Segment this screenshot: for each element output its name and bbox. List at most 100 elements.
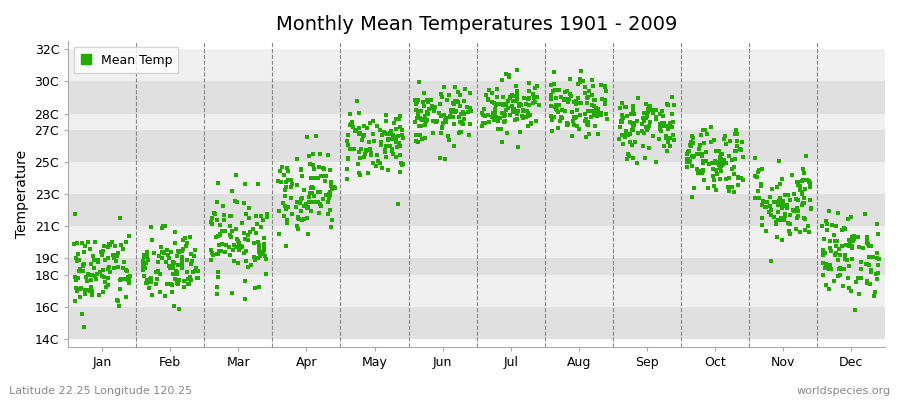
Point xyxy=(824,222,839,229)
Point xyxy=(752,166,767,173)
Point xyxy=(860,278,874,284)
Point xyxy=(324,224,338,230)
Point xyxy=(421,111,436,117)
Point xyxy=(835,227,850,234)
Point xyxy=(344,121,358,127)
Point xyxy=(154,244,168,250)
Point xyxy=(779,202,794,208)
Point xyxy=(252,284,266,290)
Point xyxy=(409,101,423,107)
Point xyxy=(684,143,698,150)
Point xyxy=(451,89,465,96)
Point xyxy=(778,210,793,217)
Bar xyxy=(68,49,885,81)
Point xyxy=(101,254,115,261)
Point xyxy=(395,161,410,168)
Point xyxy=(572,126,587,132)
Point xyxy=(182,281,196,287)
Point xyxy=(588,123,602,129)
Point xyxy=(584,114,598,120)
Point xyxy=(320,199,335,205)
Point xyxy=(434,91,448,97)
Point xyxy=(85,288,99,295)
Point xyxy=(626,142,640,148)
Point xyxy=(256,234,271,241)
Point xyxy=(478,113,492,120)
Point xyxy=(302,194,316,200)
Point xyxy=(296,187,310,194)
Point xyxy=(148,281,163,287)
Point xyxy=(576,78,590,85)
Point xyxy=(724,138,738,144)
Point xyxy=(845,242,859,249)
Point xyxy=(682,148,697,154)
Point xyxy=(691,170,706,176)
Point xyxy=(571,81,585,87)
Point xyxy=(546,80,561,87)
Point xyxy=(304,175,319,181)
Point xyxy=(522,88,536,94)
Point xyxy=(91,257,105,263)
Point xyxy=(786,207,800,214)
Point xyxy=(750,174,764,180)
Point xyxy=(704,124,718,130)
Point xyxy=(770,209,785,216)
Point xyxy=(505,102,519,109)
Point xyxy=(181,276,195,282)
Point xyxy=(788,226,803,232)
Point xyxy=(140,249,154,256)
Point xyxy=(318,177,332,184)
Point xyxy=(846,233,860,239)
Point xyxy=(823,238,837,244)
Point xyxy=(573,79,588,85)
Point xyxy=(451,98,465,105)
Point xyxy=(639,115,653,121)
Point xyxy=(860,261,874,268)
Point xyxy=(660,101,674,108)
Point xyxy=(310,199,325,206)
Point xyxy=(719,160,733,166)
Point xyxy=(436,120,450,126)
Point xyxy=(844,288,859,294)
Point xyxy=(733,146,747,152)
Point xyxy=(851,244,866,250)
Point xyxy=(274,164,289,170)
Point xyxy=(836,282,850,289)
Point xyxy=(107,255,122,262)
Point xyxy=(661,102,675,108)
Point xyxy=(230,199,244,205)
Point xyxy=(435,112,449,119)
Point xyxy=(729,138,743,145)
Point xyxy=(792,182,806,189)
Point xyxy=(279,217,293,224)
Point xyxy=(349,98,364,104)
Point xyxy=(291,214,305,220)
Point xyxy=(560,120,574,126)
Point xyxy=(789,205,804,211)
Point xyxy=(708,159,723,166)
Point xyxy=(300,134,314,140)
Point xyxy=(101,244,115,250)
Point xyxy=(816,246,831,253)
Point xyxy=(487,100,501,106)
Point xyxy=(170,253,184,259)
Point xyxy=(413,132,428,138)
Point xyxy=(783,197,797,204)
Point xyxy=(775,215,789,221)
Point xyxy=(662,142,677,149)
Point xyxy=(71,275,86,281)
Point xyxy=(68,274,82,280)
Point xyxy=(379,118,393,124)
Point xyxy=(122,276,136,282)
Text: worldspecies.org: worldspecies.org xyxy=(796,386,891,396)
Point xyxy=(281,168,295,175)
Point xyxy=(860,241,875,248)
Point xyxy=(212,232,226,239)
Point xyxy=(153,289,167,295)
Point xyxy=(544,96,558,102)
Point xyxy=(793,187,807,194)
Point xyxy=(667,137,681,143)
Point xyxy=(112,303,126,310)
Point xyxy=(637,130,652,136)
Point xyxy=(614,118,628,124)
